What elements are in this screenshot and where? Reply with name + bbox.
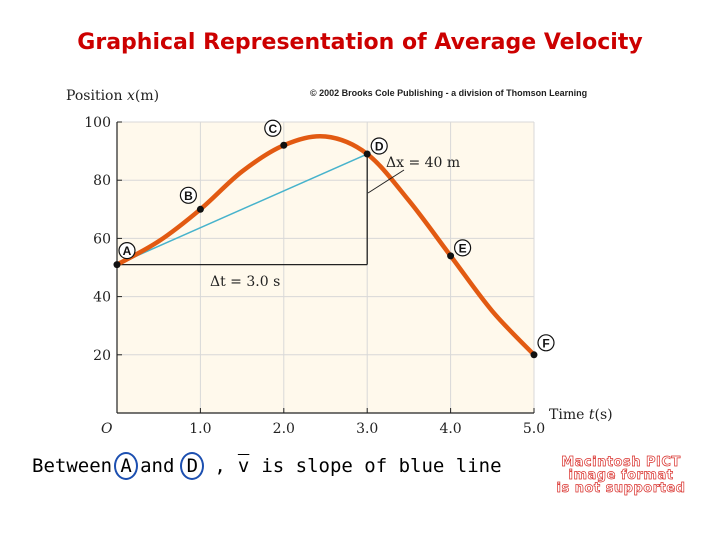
- point-label-circle: [118, 241, 136, 260]
- point-label: A: [123, 244, 132, 258]
- caption: Between A and D , v is slope of blue lin…: [32, 452, 502, 480]
- y-tick-label: 100: [84, 115, 111, 131]
- y-tick-label: 80: [93, 173, 111, 189]
- plot-background: [117, 122, 534, 413]
- credit-text: © 2002 Brooks Cole Publishing - a divisi…: [310, 88, 587, 98]
- x-tick-label: 3.0: [356, 421, 378, 437]
- point-label: F: [542, 336, 549, 350]
- point-label-circle: [264, 119, 282, 137]
- slide-title: Graphical Representation of Average Velo…: [77, 30, 643, 55]
- pict-line-3: is not supported: [556, 481, 686, 496]
- point-e: [447, 252, 455, 260]
- y-tick-label: 40: [93, 290, 111, 306]
- secant-line-blue: [116, 153, 368, 266]
- origin-label: O: [101, 421, 113, 437]
- position-curve: [114, 134, 537, 358]
- y-axis-label: Position x(m): [66, 88, 159, 104]
- point-d-circle: D: [180, 452, 205, 480]
- point-d: [363, 150, 371, 158]
- point-b: [196, 205, 204, 213]
- unsupported-image-notice: Macintosh PICT image format is not suppo…: [535, 455, 707, 496]
- x-tick-label: 1.0: [189, 421, 211, 437]
- point-label-circle: [370, 137, 388, 155]
- y-tick-label: 20: [93, 348, 111, 364]
- point-label: B: [184, 189, 193, 203]
- caption-suffix: is slope of blue line: [261, 455, 502, 477]
- y-tick-label: 60: [93, 231, 111, 247]
- pict-line-1: Macintosh PICT: [561, 455, 681, 470]
- point-label: E: [459, 241, 467, 255]
- point-c: [280, 141, 288, 149]
- point-a: [113, 261, 121, 269]
- dx-leader-line: [367, 169, 405, 194]
- x-axis-label: Time t(s): [549, 407, 613, 423]
- x-tick-label: 4.0: [439, 421, 461, 437]
- point-f: [530, 351, 538, 359]
- point-label-circle: [179, 186, 197, 204]
- pict-line-2: image format: [568, 468, 674, 483]
- point-label: D: [375, 140, 384, 154]
- x-tick-label: 2.0: [273, 421, 295, 437]
- point-a-circle: A: [114, 452, 139, 480]
- caption-middle: and: [140, 455, 175, 477]
- dx-annotation: Δx = 40 m: [386, 155, 460, 171]
- dt-annotation: Δt = 3.0 s: [210, 274, 280, 290]
- x-tick-label: 5.0: [523, 421, 545, 437]
- point-label-circle: [454, 239, 472, 257]
- caption-prefix: Between: [32, 455, 113, 477]
- caption-separator: ,: [214, 455, 226, 477]
- average-velocity-symbol: v: [237, 455, 250, 477]
- point-label: C: [268, 122, 277, 136]
- point-label-circle: [537, 334, 555, 352]
